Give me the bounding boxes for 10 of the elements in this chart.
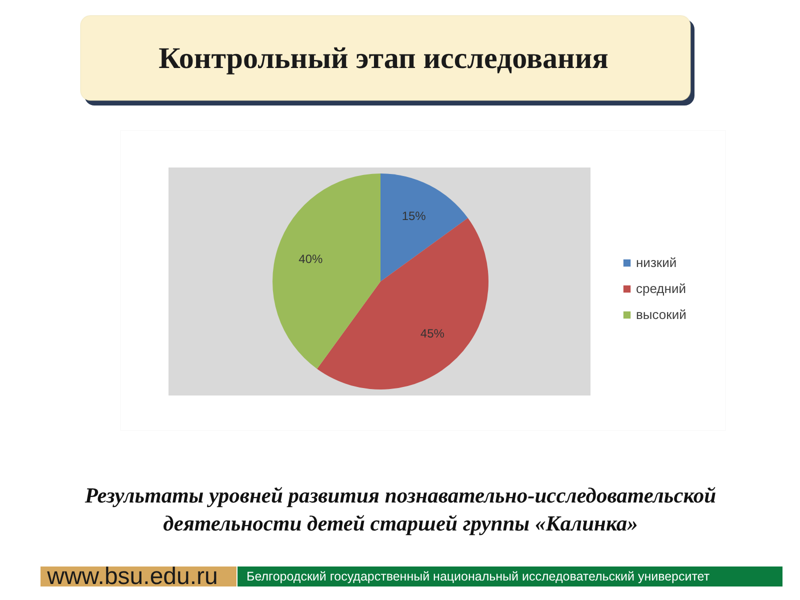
data-label: 45%: [420, 326, 445, 340]
chart-title: Контрольный этап исследования: [158, 42, 608, 75]
legend-label: низкий: [636, 255, 677, 270]
data-label: 15%: [402, 209, 426, 224]
text: www.bsu.edu.ru: [46, 563, 218, 590]
legend-label: средний: [636, 281, 686, 296]
data-label: 40%: [298, 252, 323, 266]
legend-label: высокий: [636, 307, 686, 322]
text: Результаты уровней развития познавательно-исследовательской деятельности детей старшей группы «Калинка»: [84, 484, 716, 536]
text: Белгородский государственный национальный исследовательский университет: [246, 570, 710, 584]
